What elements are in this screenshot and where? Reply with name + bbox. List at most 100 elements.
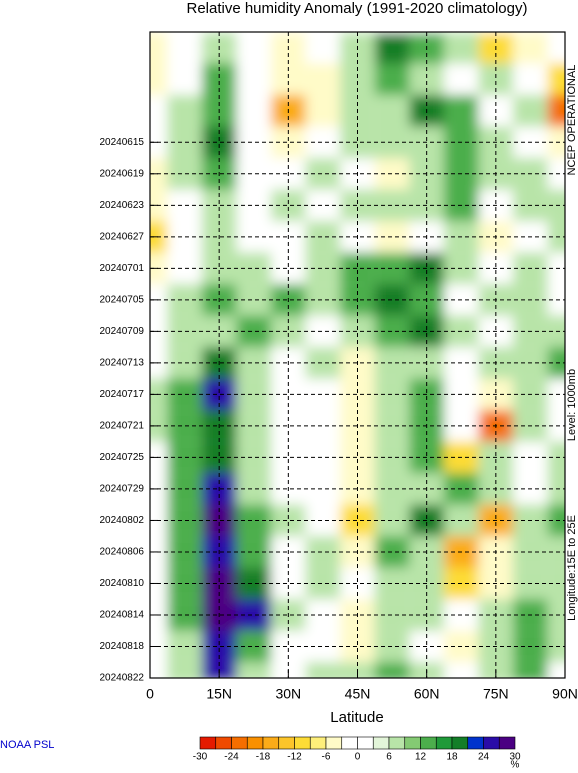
x-tick-label: 0	[146, 686, 154, 702]
field-cell	[236, 95, 272, 127]
field-cell	[513, 63, 548, 96]
colorbar-unit: %	[511, 760, 520, 768]
field-cells	[150, 32, 565, 678]
y-tick-label: 20240725	[100, 452, 145, 463]
colorbar-tick-label: 30	[509, 752, 521, 763]
y-tick-label: 20240818	[100, 641, 145, 652]
field-cell	[150, 63, 168, 96]
y-tick-label: 20240822	[100, 673, 145, 684]
x-tick-label: 90N	[552, 686, 578, 702]
plot-frame	[149, 31, 566, 679]
field-cell	[150, 32, 168, 64]
field-cell	[167, 63, 202, 96]
field-cell	[443, 63, 479, 96]
colorbar-box	[372, 736, 390, 750]
field-cell	[374, 95, 410, 127]
colorbar-box	[246, 736, 264, 750]
colorbar-tick-label: 24	[478, 752, 490, 763]
right-label: Longitude:15E to 25E	[566, 515, 578, 621]
colorbar-box	[341, 736, 358, 750]
field-cell	[167, 32, 202, 64]
field-cell	[305, 95, 341, 127]
colorbar-tick-label: 18	[446, 752, 458, 763]
field-cell	[374, 662, 410, 678]
field-cell	[443, 95, 479, 127]
field-cell	[305, 662, 341, 678]
field	[150, 32, 565, 678]
colorbar-tick-label: 6	[386, 752, 392, 763]
field-cell	[374, 63, 410, 96]
field-cell	[236, 32, 272, 64]
colorbar-box	[294, 736, 311, 750]
x-tick-label: 30N	[275, 686, 301, 702]
field-cell	[236, 63, 272, 96]
right-label: NCEP OPERATIONAL	[566, 65, 578, 176]
x-axis-label: Latitude	[330, 709, 383, 726]
colorbar-box	[483, 736, 500, 750]
field-cell	[547, 32, 565, 64]
colorbar-box	[404, 736, 421, 750]
y-tick-label: 20240802	[100, 515, 145, 526]
colorbar-box	[357, 736, 374, 750]
colorbar-box	[215, 736, 232, 750]
colorbar-box	[435, 736, 453, 750]
colorbar-tick-label: 12	[415, 752, 427, 763]
field-cell	[547, 95, 565, 127]
y-tick-label: 20240623	[100, 200, 145, 211]
colorbar-box	[231, 736, 248, 750]
colorbar-box	[262, 736, 280, 750]
right-label: Level: 1000mb	[566, 369, 578, 441]
y-tick-label: 20240627	[100, 231, 145, 242]
y-tick-label: 20240814	[100, 610, 145, 621]
field-cell	[150, 95, 168, 127]
colorbar-tick-label: -18	[256, 752, 271, 763]
field-cell	[547, 63, 565, 96]
field-cell	[236, 662, 272, 678]
y-tick-label: 20240705	[100, 294, 145, 305]
source-label: NOAA PSL	[0, 739, 54, 751]
field-cell	[150, 662, 168, 678]
y-tick-label: 20240806	[100, 547, 145, 558]
colorbar-box	[325, 736, 343, 750]
y-tick-label: 20240717	[100, 389, 145, 400]
colorbar-tick-label: -6	[322, 752, 331, 763]
colorbar-box	[388, 736, 406, 750]
field-cell	[443, 32, 479, 64]
field-cell	[167, 95, 202, 127]
field-cell	[513, 32, 548, 64]
y-tick-label: 20240701	[100, 263, 145, 274]
field-cell	[513, 662, 548, 678]
x-tick-label: 45N	[345, 686, 371, 702]
y-tick-label: 20240721	[100, 421, 145, 432]
y-tick-label: 20240713	[100, 358, 145, 369]
field-cell	[374, 32, 410, 64]
x-tick-label: 75N	[483, 686, 509, 702]
chart-title: Relative humidity Anomaly (1991-2020 cli…	[186, 0, 527, 17]
field-cell	[305, 63, 341, 96]
x-tick-label: 15N	[206, 686, 232, 702]
colorbar-box	[498, 736, 516, 750]
y-tick-label: 20240810	[100, 578, 145, 589]
axes: 0 15N 30N 45N 60N 75N 90N 20240615 20240619 20240…	[100, 31, 578, 702]
y-tick-label: 20240729	[100, 484, 145, 495]
colorbar-tick-label: -12	[287, 752, 302, 763]
colorbar-box	[199, 736, 217, 750]
colorbar-tick-label: -24	[224, 752, 239, 763]
colorbar-box	[278, 736, 295, 750]
x-tick-label: 60N	[414, 686, 440, 702]
field-cell	[513, 95, 548, 127]
colorbar-box	[309, 736, 327, 750]
colorbar-box	[451, 736, 469, 750]
field-cell	[167, 662, 202, 678]
field-cell	[305, 32, 341, 64]
y-tick-label: 20240619	[100, 168, 145, 179]
field-cell	[443, 662, 479, 678]
field-cell	[547, 662, 565, 678]
y-tick-label: 20240709	[100, 326, 145, 337]
y-tick-label: 20240615	[100, 137, 145, 148]
colorbar-tick-label: -30	[193, 752, 208, 763]
colorbar-box	[467, 736, 484, 750]
colorbar-tick-label: 0	[355, 752, 361, 763]
